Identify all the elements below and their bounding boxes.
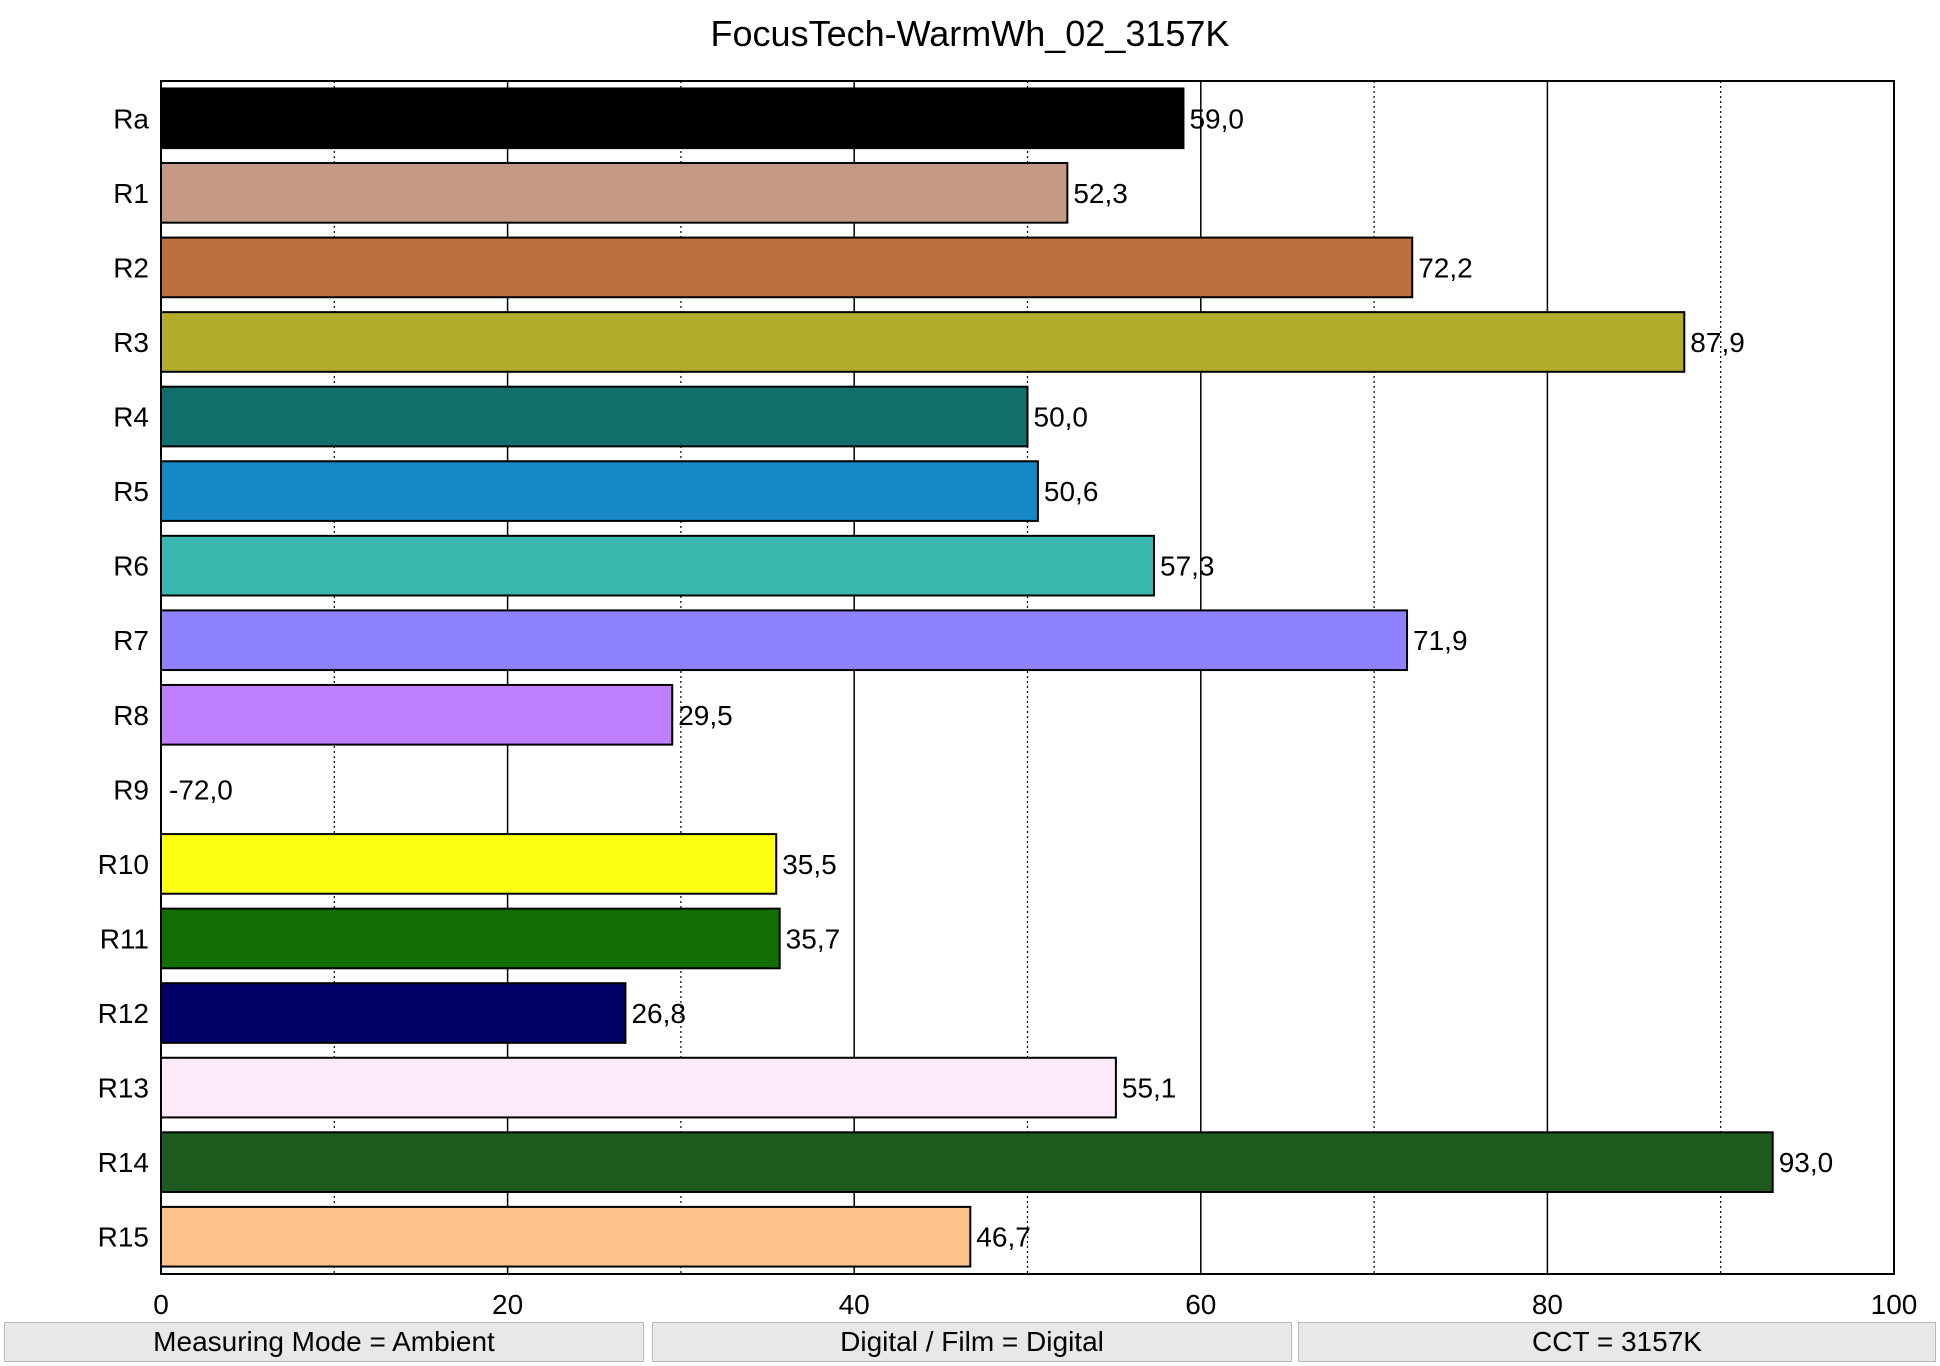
category-label: R5 <box>113 476 149 507</box>
category-label: R7 <box>113 625 149 656</box>
x-tick-label: 60 <box>1185 1289 1216 1320</box>
bar-r10 <box>160 833 778 895</box>
category-label: R8 <box>113 700 149 731</box>
value-label: 46,7 <box>976 1222 1031 1253</box>
category-label: R6 <box>113 551 149 582</box>
category-label: Ra <box>113 103 149 134</box>
cct-box: CCT = 3157K <box>1298 1322 1936 1362</box>
value-label: -72,0 <box>169 774 233 805</box>
category-label: R9 <box>113 774 149 805</box>
x-tick-label: 0 <box>153 1289 169 1320</box>
chart-title: FocusTech-WarmWh_02_3157K <box>710 13 1230 54</box>
value-label: 87,9 <box>1690 327 1745 358</box>
category-label: R14 <box>98 1147 149 1178</box>
value-label: 29,5 <box>678 700 733 731</box>
category-label: R12 <box>98 998 149 1029</box>
value-label: 59,0 <box>1189 103 1244 134</box>
labels: Ra 59,0 R1 52,3 R2 72,2 R3 87,9 R4 50,0 R5 50,6 R6 57… <box>98 103 1918 1320</box>
value-label: 26,8 <box>631 998 686 1029</box>
bar-r2 <box>160 236 1414 299</box>
category-label: R10 <box>98 849 149 880</box>
bar-r3 <box>160 311 1686 373</box>
category-label: R4 <box>113 402 149 433</box>
category-label: R13 <box>98 1073 149 1104</box>
bar-r15 <box>160 1205 972 1268</box>
bar-r7 <box>160 609 1409 672</box>
category-label: R11 <box>100 923 149 954</box>
x-tick-label: 100 <box>1871 1289 1918 1320</box>
value-label: 50,0 <box>1034 402 1089 433</box>
bar-r6 <box>160 534 1156 597</box>
value-label: 93,0 <box>1779 1147 1834 1178</box>
plot-frame <box>160 80 1895 1275</box>
bar-r4 <box>160 385 1029 448</box>
value-label: 71,9 <box>1413 625 1468 656</box>
x-tick-label: 40 <box>839 1289 870 1320</box>
bars <box>160 87 1774 1268</box>
x-tick-label: 80 <box>1532 1289 1563 1320</box>
bar-ra <box>160 87 1185 150</box>
measuring-mode-box: Measuring Mode = Ambient <box>4 1322 644 1362</box>
digital-film-box: Digital / Film = Digital <box>652 1322 1292 1362</box>
bar-r13 <box>160 1056 1117 1119</box>
category-label: R3 <box>113 327 149 358</box>
bar-r5 <box>160 460 1039 522</box>
value-label: 55,1 <box>1122 1073 1177 1104</box>
category-label: R1 <box>113 178 149 209</box>
value-label: 50,6 <box>1044 476 1099 507</box>
value-label: 52,3 <box>1073 178 1128 209</box>
bar-r8 <box>160 683 674 746</box>
bar-r11 <box>160 907 781 970</box>
bar-r12 <box>160 982 627 1044</box>
bar-r14 <box>160 1131 1774 1193</box>
bar-r1 <box>160 162 1069 224</box>
x-tick-label: 20 <box>492 1289 523 1320</box>
value-label: 35,7 <box>786 923 841 954</box>
category-label: R2 <box>113 252 149 283</box>
category-label: R15 <box>98 1222 149 1253</box>
value-label: 72,2 <box>1418 252 1473 283</box>
value-label: 57,3 <box>1160 551 1215 582</box>
cri-bar-chart: Ra 59,0 R1 52,3 R2 72,2 R3 87,9 R4 50,0 R5 50,6 R6 57… <box>98 80 1918 1320</box>
value-label: 35,5 <box>782 849 837 880</box>
